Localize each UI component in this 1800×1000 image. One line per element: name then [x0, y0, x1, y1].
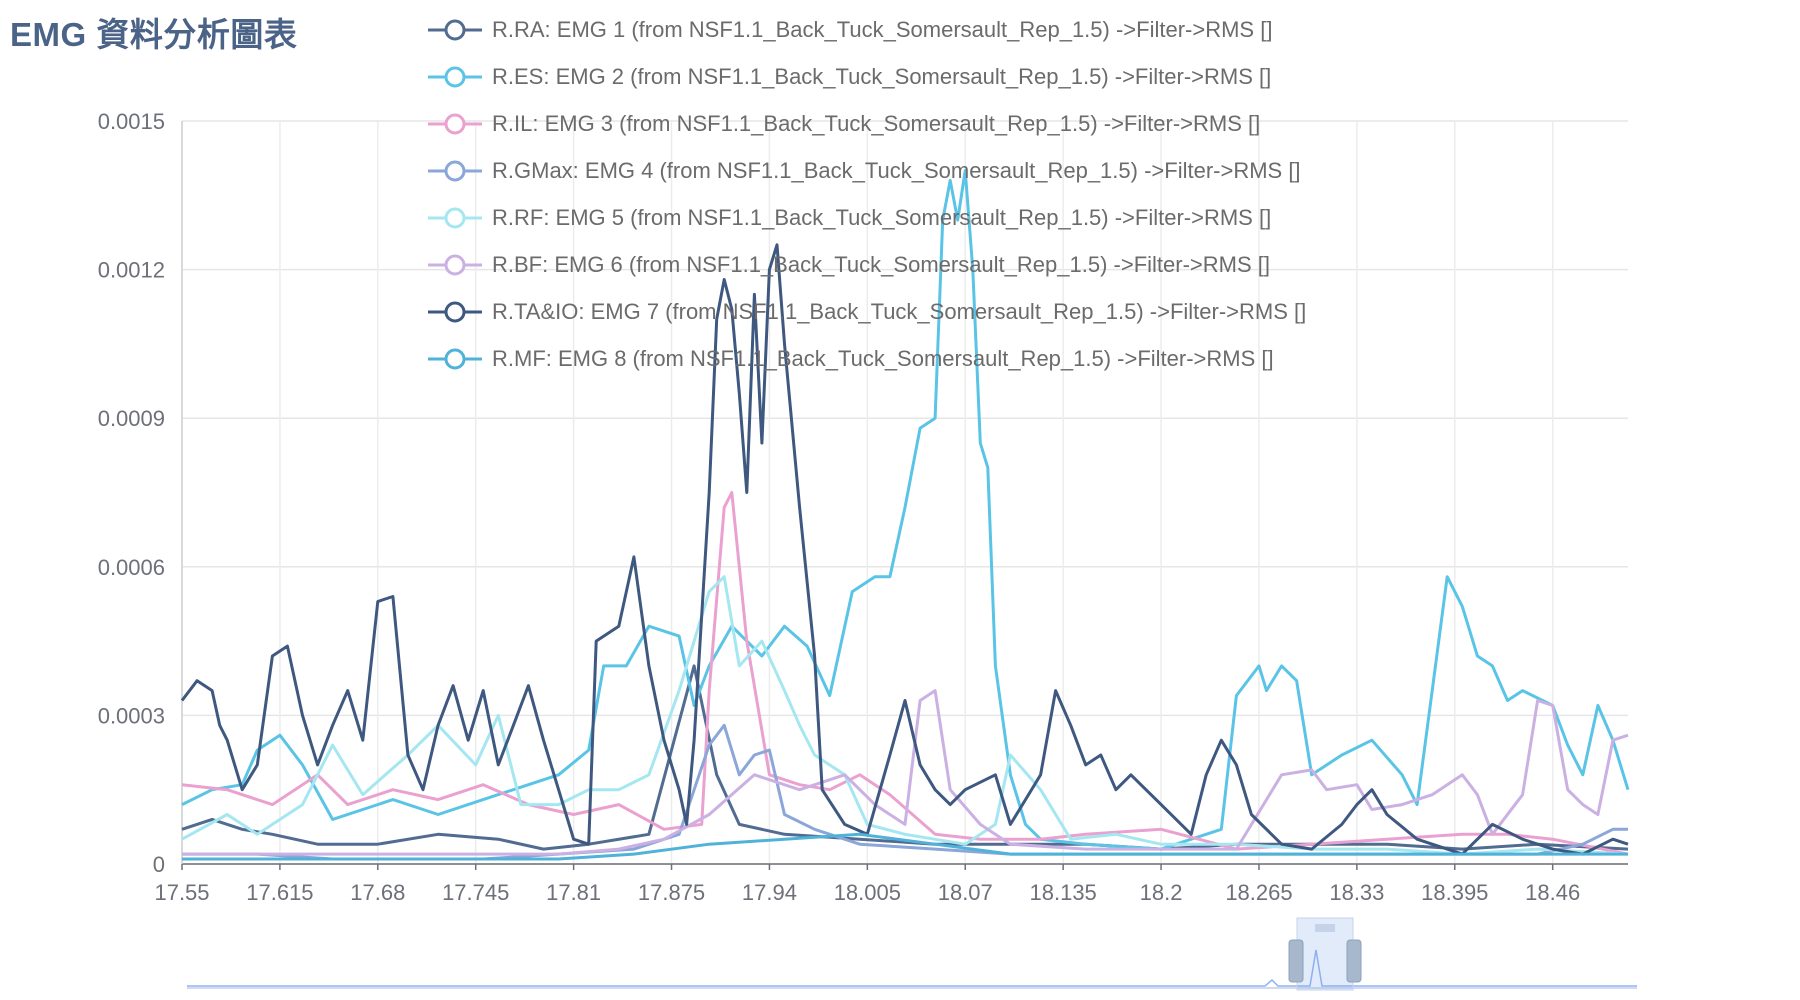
zoom-move-handle-icon[interactable] — [1315, 924, 1335, 932]
y-tick-label: 0.0012 — [98, 258, 165, 283]
legend-label: R.TA&IO: EMG 7 (from NSF1.1_Back_Tuck_So… — [492, 298, 1307, 324]
zoom-left-handle[interactable] — [1288, 939, 1304, 983]
y-tick-label: 0.0015 — [98, 109, 165, 134]
x-tick-label: 18.2 — [1140, 880, 1183, 905]
chart-axes: 0 0.0003 0.0006 0.0009 0.0012 0.0015 17.55 17.6… — [98, 109, 1628, 905]
legend-item-6[interactable]: R.BF: EMG 6 (from NSF1.1_Back_Tuck_Somer… — [428, 241, 1428, 288]
legend-item-4[interactable]: R.GMax: EMG 4 (from NSF1.1_Back_Tuck_Som… — [428, 147, 1428, 194]
x-tick-label: 17.81 — [546, 880, 601, 905]
legend-item-7[interactable]: R.TA&IO: EMG 7 (from NSF1.1_Back_Tuck_So… — [428, 288, 1428, 335]
legend-swatch-icon — [428, 254, 482, 275]
x-tick-label: 18.46 — [1525, 880, 1580, 905]
chart-grid — [181, 120, 1628, 865]
series-line-2[interactable] — [181, 169, 1630, 851]
y-tick-label: 0.0009 — [98, 406, 165, 431]
legend-swatch-icon — [428, 207, 482, 228]
zoom-right-handle[interactable] — [1346, 939, 1362, 983]
page-title: EMG 資料分析圖表 — [10, 16, 298, 53]
legend-item-3[interactable]: R.IL: EMG 3 (from NSF1.1_Back_Tuck_Somer… — [428, 100, 1428, 147]
legend-item-5[interactable]: R.RF: EMG 5 (from NSF1.1_Back_Tuck_Somer… — [428, 194, 1428, 241]
x-tick-label: 18.135 — [1030, 880, 1097, 905]
x-tick-label: 17.875 — [638, 880, 705, 905]
legend-label: R.RF: EMG 5 (from NSF1.1_Back_Tuck_Somer… — [492, 204, 1272, 230]
legend-swatch-icon — [428, 113, 482, 134]
y-tick-label: 0.0003 — [98, 703, 165, 728]
x-tick-label: 17.745 — [442, 880, 509, 905]
legend-label: R.GMax: EMG 4 (from NSF1.1_Back_Tuck_Som… — [492, 157, 1301, 183]
y-tick-label: 0.0006 — [98, 555, 165, 580]
legend-label: R.MF: EMG 8 (from NSF1.1_Back_Tuck_Somer… — [492, 345, 1274, 371]
legend-label: R.RA: EMG 1 (from NSF1.1_Back_Tuck_Somer… — [492, 16, 1273, 42]
legend-swatch-icon — [428, 348, 482, 369]
x-tick-label: 17.55 — [154, 880, 209, 905]
series-line-5[interactable] — [181, 575, 1629, 856]
zoom-preview-line — [187, 949, 1637, 987]
series-line-7[interactable] — [180, 243, 1629, 856]
x-tick-label: 17.94 — [742, 880, 797, 905]
chart-legend: R.RA: EMG 1 (from NSF1.1_Back_Tuck_Somer… — [428, 6, 1428, 382]
x-tick-label: 18.07 — [938, 880, 993, 905]
series-line-8[interactable] — [182, 832, 1628, 861]
legend-label: R.IL: EMG 3 (from NSF1.1_Back_Tuck_Somer… — [492, 110, 1261, 136]
legend-label: R.BF: EMG 6 (from NSF1.1_Back_Tuck_Somer… — [492, 251, 1270, 277]
x-tick-label: 17.615 — [246, 880, 313, 905]
chart-series — [180, 169, 1630, 861]
series-line-6[interactable] — [182, 689, 1629, 856]
x-tick-label: 18.395 — [1421, 880, 1488, 905]
legend-swatch-icon — [428, 160, 482, 181]
legend-swatch-icon — [428, 66, 482, 87]
data-zoom-slider[interactable] — [187, 917, 1637, 991]
legend-item-1[interactable]: R.RA: EMG 1 (from NSF1.1_Back_Tuck_Somer… — [428, 6, 1428, 53]
x-tick-label: 18.33 — [1329, 880, 1384, 905]
y-tick-label: 0 — [153, 852, 165, 877]
x-tick-label: 18.265 — [1225, 880, 1292, 905]
legend-label: R.ES: EMG 2 (from NSF1.1_Back_Tuck_Somer… — [492, 63, 1272, 89]
legend-swatch-icon — [428, 19, 482, 40]
legend-item-8[interactable]: R.MF: EMG 8 (from NSF1.1_Back_Tuck_Somer… — [428, 335, 1428, 382]
x-tick-label: 18.005 — [834, 880, 901, 905]
legend-item-2[interactable]: R.ES: EMG 2 (from NSF1.1_Back_Tuck_Somer… — [428, 53, 1428, 100]
legend-swatch-icon — [428, 301, 482, 322]
x-tick-label: 17.68 — [350, 880, 405, 905]
